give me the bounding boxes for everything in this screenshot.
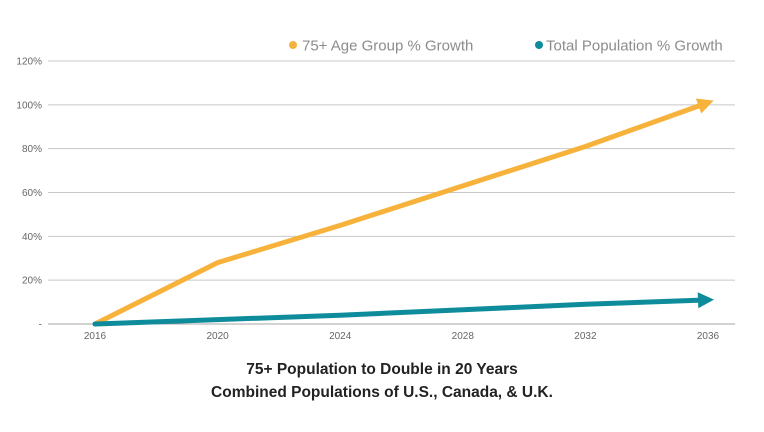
x-tick-label: 2028 <box>452 331 475 342</box>
y-tick-label: 20% <box>22 276 42 287</box>
series-line-age-75-plus <box>92 103 702 327</box>
legend-marker <box>535 41 543 49</box>
y-tick-label: - <box>39 320 42 331</box>
series-line-total-population <box>92 297 701 327</box>
y-tick-label: 80% <box>22 144 42 155</box>
y-tick-label: 100% <box>16 100 42 111</box>
series-arrowhead <box>695 98 714 114</box>
line-chart: -20%40%60%80%100%120% 2016 2020 2024 2028 20… <box>16 38 735 342</box>
legend-label: Total Population % Growth <box>546 38 723 55</box>
legend-label: 75+ Age Group % Growth <box>302 38 473 55</box>
x-tick-label: 2032 <box>574 331 597 342</box>
gridlines <box>48 60 735 325</box>
chart-subtitle: Combined Populations of U.S., Canada, & … <box>211 384 553 401</box>
x-axis-tick-labels: 2016 2020 2024 2028 2032 2036 <box>84 331 720 342</box>
series-arrowhead <box>697 292 714 309</box>
legend: 75+ Age Group % Growth Total Population %… <box>289 38 723 55</box>
y-tick-label: 40% <box>22 232 42 243</box>
chart-title: 75+ Population to Double in 20 Years <box>246 361 518 378</box>
x-tick-label: 2036 <box>697 331 720 342</box>
series-lines <box>92 98 714 327</box>
y-axis-tick-labels: - 20% 40% 60% 80% 100% 120% <box>16 57 42 331</box>
x-tick-label: 2016 <box>84 331 107 342</box>
y-tick-label: 60% <box>22 188 42 199</box>
x-tick-label: 2020 <box>206 331 229 342</box>
x-tick-label: 2024 <box>329 331 352 342</box>
y-tick-label: 120% <box>16 57 42 68</box>
legend-marker <box>289 41 297 49</box>
